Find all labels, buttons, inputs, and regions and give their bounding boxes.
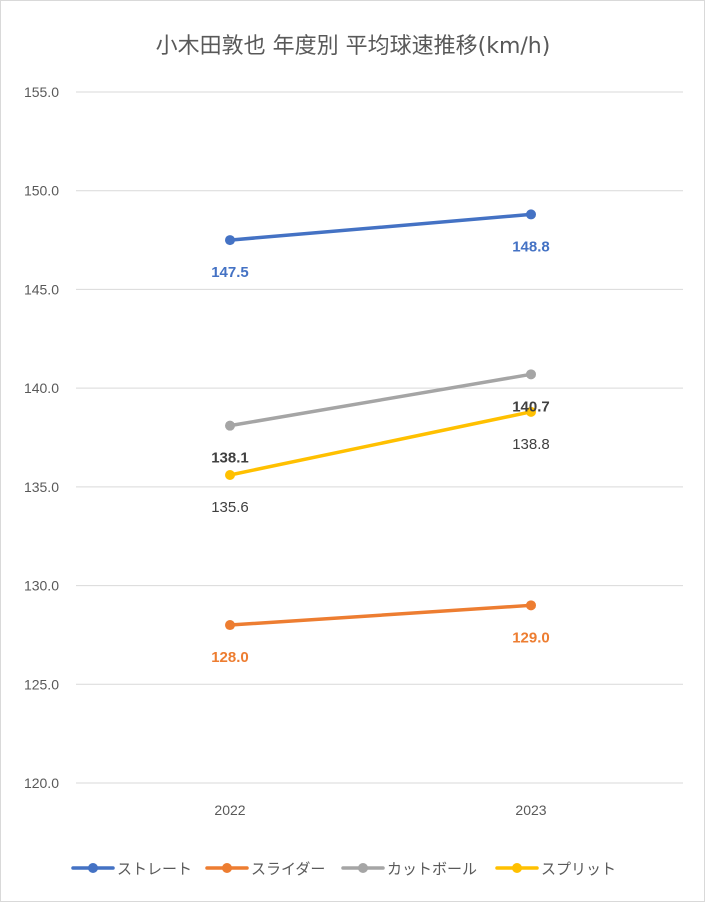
data-point — [225, 470, 235, 481]
chart-title: 小木田敦也 年度別 平均球速推移(km/h) — [156, 34, 551, 59]
data-point — [526, 209, 536, 220]
data-label: 138.1 — [211, 450, 249, 467]
data-labels: 147.5 148.8 128.0 129.0 138.1 140.7 135.6 138.8 — [211, 238, 550, 666]
gridlines — [76, 91, 683, 784]
legend-label: ストレート — [117, 860, 192, 878]
y-axis-ticks: 120.0 125.0 130.0 135.0 140.0 145.0 150.0 155.0 — [24, 84, 59, 791]
legend-swatch-marker — [512, 863, 522, 873]
data-label: 148.8 — [512, 238, 550, 255]
series-line — [228, 212, 533, 242]
y-tick-label: 130.0 — [24, 578, 59, 594]
x-tick-label: 2022 — [214, 802, 245, 818]
legend-label: スライダー — [251, 860, 325, 878]
data-label: 128.0 — [211, 649, 249, 666]
x-axis-ticks: 2022 2023 — [214, 802, 546, 818]
legend-swatch-marker — [222, 863, 232, 873]
y-tick-label: 145.0 — [24, 281, 59, 297]
data-point — [225, 620, 235, 631]
y-tick-label: 125.0 — [24, 676, 59, 692]
y-tick-label: 135.0 — [24, 479, 59, 495]
legend: ストレート スライダー カットボール スプリット — [71, 860, 616, 878]
series-line — [228, 410, 533, 477]
data-label: 129.0 — [512, 629, 550, 646]
data-point — [526, 406, 536, 417]
data-label: 147.5 — [211, 264, 249, 281]
y-tick-label: 155.0 — [24, 84, 59, 100]
series-line — [228, 372, 533, 428]
data-label: 138.8 — [512, 436, 550, 453]
x-tick-label: 2023 — [515, 802, 546, 818]
data-label: 135.6 — [211, 499, 249, 516]
data-point — [526, 600, 536, 611]
legend-label: カットボール — [387, 860, 477, 878]
series-line — [228, 603, 533, 627]
data-point — [526, 369, 536, 380]
y-tick-label: 140.0 — [24, 380, 59, 396]
series-group — [225, 209, 536, 631]
legend-swatch-marker — [358, 863, 368, 873]
data-point — [225, 420, 235, 431]
legend-label: スプリット — [541, 860, 616, 878]
y-tick-label: 150.0 — [24, 183, 59, 199]
data-label: 140.7 — [512, 398, 550, 415]
data-point — [225, 235, 235, 246]
y-tick-label: 120.0 — [24, 775, 59, 791]
legend-swatch-marker — [88, 863, 98, 873]
